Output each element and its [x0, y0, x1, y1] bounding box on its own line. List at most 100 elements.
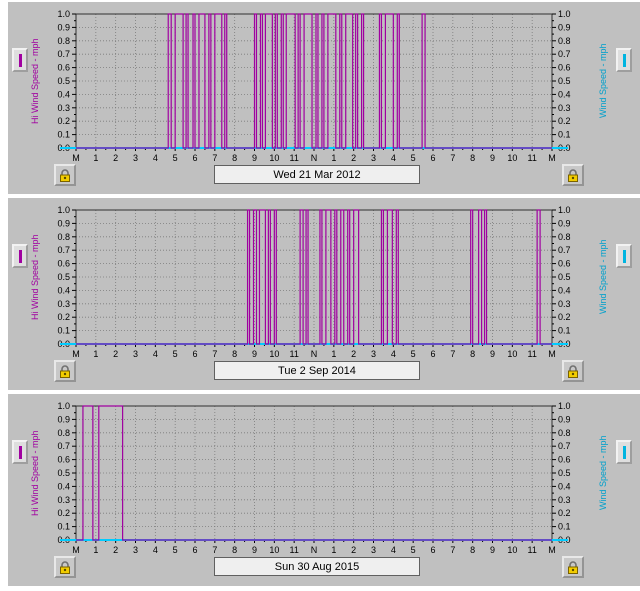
wind-pen-color-button[interactable] [616, 440, 632, 464]
svg-text:0.5: 0.5 [558, 468, 571, 478]
svg-text:9: 9 [252, 153, 257, 163]
svg-text:0.1: 0.1 [57, 522, 70, 532]
svg-text:10: 10 [507, 545, 517, 555]
svg-text:3: 3 [133, 349, 138, 359]
lock-button-left[interactable] [54, 360, 76, 382]
chart-panel-2014: Hi Wind Speed - mph 0.0 0.0 0.1 0.1 0.2 0.2 0.… [8, 198, 640, 390]
svg-text:5: 5 [411, 545, 416, 555]
svg-text:4: 4 [153, 545, 158, 555]
wind-pen-color-button[interactable] [616, 48, 632, 72]
svg-text:11: 11 [527, 545, 536, 555]
svg-text:0.3: 0.3 [558, 103, 571, 113]
svg-text:0.8: 0.8 [57, 232, 70, 242]
svg-text:8: 8 [470, 349, 475, 359]
svg-text:8: 8 [232, 153, 237, 163]
svg-text:2: 2 [351, 153, 356, 163]
svg-text:10: 10 [269, 545, 279, 555]
date-label[interactable]: Tue 2 Sep 2014 [214, 361, 420, 380]
svg-text:11: 11 [289, 545, 298, 555]
svg-text:3: 3 [371, 545, 376, 555]
svg-text:0.4: 0.4 [558, 89, 571, 99]
svg-text:0.5: 0.5 [558, 272, 571, 282]
svg-text:0.8: 0.8 [57, 36, 70, 46]
svg-text:1: 1 [93, 153, 98, 163]
svg-text:0.6: 0.6 [57, 63, 70, 73]
svg-text:0.9: 0.9 [57, 218, 70, 228]
svg-text:0.2: 0.2 [57, 116, 70, 126]
svg-text:N: N [311, 545, 318, 555]
svg-text:4: 4 [391, 349, 396, 359]
svg-text:9: 9 [490, 153, 495, 163]
pen-color-cyan-icon [622, 53, 626, 67]
svg-text:M: M [548, 545, 556, 555]
wind-speed-chart[interactable]: 0.0 0.00.1 0.10.2 0.20.3 0.30.4 0.40.5 0.50.6 0… [52, 10, 582, 166]
padlock-icon [568, 364, 578, 378]
svg-text:0.7: 0.7 [57, 245, 70, 255]
svg-text:0.3: 0.3 [57, 103, 70, 113]
svg-text:10: 10 [507, 153, 517, 163]
pen-color-cyan-icon [622, 249, 626, 263]
svg-text:8: 8 [470, 545, 475, 555]
svg-text:1.0: 1.0 [57, 206, 70, 215]
left-axis-label: Hi Wind Speed - mph [30, 38, 40, 124]
svg-text:M: M [72, 545, 80, 555]
right-axis-label: Wind Speed - mph [598, 43, 608, 119]
svg-text:2: 2 [351, 545, 356, 555]
lock-button-left[interactable] [54, 556, 76, 578]
svg-text:0.7: 0.7 [558, 245, 571, 255]
wind-speed-chart[interactable]: 0.0 0.00.1 0.10.2 0.20.3 0.30.4 0.40.5 0.50.6 0… [52, 206, 582, 362]
lock-button-left[interactable] [54, 164, 76, 186]
svg-text:4: 4 [153, 349, 158, 359]
svg-text:0.9: 0.9 [558, 218, 571, 228]
svg-text:9: 9 [490, 545, 495, 555]
date-label[interactable]: Wed 21 Mar 2012 [214, 165, 420, 184]
svg-text:7: 7 [212, 349, 217, 359]
svg-text:0.3: 0.3 [57, 299, 70, 309]
chart-panel-2012: Hi Wind Speed - mph 0.0 0.0 0.1 0.1 0.2 0.2 0.… [8, 2, 640, 194]
svg-text:0.6: 0.6 [57, 455, 70, 465]
lock-button-right[interactable] [562, 164, 584, 186]
date-label[interactable]: Sun 30 Aug 2015 [214, 557, 420, 576]
svg-text:0.3: 0.3 [57, 495, 70, 505]
svg-text:1: 1 [331, 545, 336, 555]
svg-text:7: 7 [212, 545, 217, 555]
svg-text:0.7: 0.7 [57, 441, 70, 451]
padlock-icon [568, 168, 578, 182]
svg-text:4: 4 [391, 153, 396, 163]
svg-text:1: 1 [331, 349, 336, 359]
hi-wind-pen-color-button[interactable] [12, 244, 28, 268]
svg-text:5: 5 [173, 545, 178, 555]
right-axis-label: Wind Speed - mph [598, 239, 608, 315]
hi-wind-pen-color-button[interactable] [12, 440, 28, 464]
svg-text:1.0: 1.0 [558, 10, 571, 19]
padlock-icon [60, 168, 70, 182]
lock-button-right[interactable] [562, 360, 584, 382]
svg-text:0.5: 0.5 [558, 76, 571, 86]
svg-text:6: 6 [430, 349, 435, 359]
pen-color-purple-icon [18, 53, 22, 67]
svg-text:0.4: 0.4 [558, 481, 571, 491]
svg-text:N: N [311, 153, 318, 163]
hi-wind-pen-color-button[interactable] [12, 48, 28, 72]
svg-text:0.3: 0.3 [558, 299, 571, 309]
svg-text:10: 10 [269, 349, 279, 359]
svg-text:0.4: 0.4 [57, 481, 70, 491]
svg-text:9: 9 [252, 545, 257, 555]
svg-text:6: 6 [192, 153, 197, 163]
wind-pen-color-button[interactable] [616, 244, 632, 268]
lock-button-right[interactable] [562, 556, 584, 578]
svg-text:11: 11 [527, 349, 536, 359]
svg-text:11: 11 [289, 153, 298, 163]
wind-speed-chart[interactable]: 0.0 0.00.1 0.10.2 0.20.3 0.30.4 0.40.5 0.50.6 0… [52, 402, 582, 558]
svg-text:9: 9 [252, 349, 257, 359]
svg-text:0.2: 0.2 [57, 508, 70, 518]
svg-text:4: 4 [391, 545, 396, 555]
svg-text:3: 3 [371, 153, 376, 163]
svg-text:4: 4 [153, 153, 158, 163]
svg-text:0.9: 0.9 [57, 414, 70, 424]
svg-text:2: 2 [113, 153, 118, 163]
padlock-icon [60, 364, 70, 378]
svg-text:0.1: 0.1 [558, 522, 571, 532]
svg-text:0.7: 0.7 [558, 441, 571, 451]
svg-text:10: 10 [507, 349, 517, 359]
